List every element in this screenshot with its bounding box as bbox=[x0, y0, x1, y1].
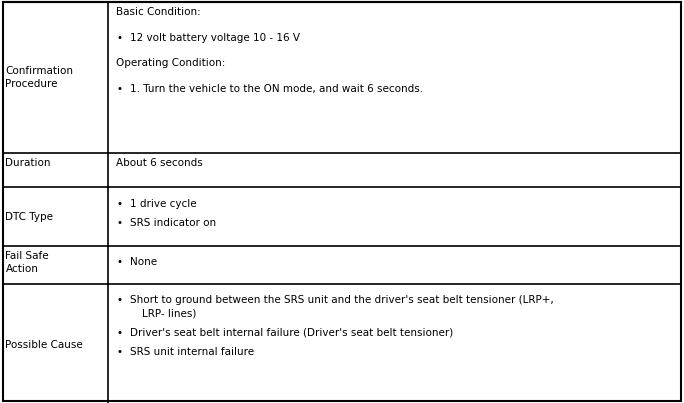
Text: •: • bbox=[116, 218, 122, 228]
Text: •: • bbox=[116, 199, 122, 209]
Text: Short to ground between the SRS unit and the driver's seat belt tensioner (LRP+,: Short to ground between the SRS unit and… bbox=[130, 295, 554, 305]
Text: Confirmation
Procedure: Confirmation Procedure bbox=[5, 66, 73, 89]
Text: Driver's seat belt internal failure (Driver's seat belt tensioner): Driver's seat belt internal failure (Dri… bbox=[130, 328, 453, 338]
Text: Operating Condition:: Operating Condition: bbox=[116, 58, 226, 69]
Text: Possible Cause: Possible Cause bbox=[5, 340, 83, 349]
Text: SRS indicator on: SRS indicator on bbox=[130, 218, 216, 228]
Text: •: • bbox=[116, 84, 122, 94]
Text: •: • bbox=[116, 347, 122, 357]
Text: •: • bbox=[116, 295, 122, 305]
Text: DTC Type: DTC Type bbox=[5, 212, 53, 222]
Text: About 6 seconds: About 6 seconds bbox=[116, 158, 203, 168]
Text: Basic Condition:: Basic Condition: bbox=[116, 7, 201, 17]
Text: 12 volt battery voltage 10 - 16 V: 12 volt battery voltage 10 - 16 V bbox=[130, 33, 300, 43]
Text: Fail Safe
Action: Fail Safe Action bbox=[5, 251, 49, 274]
Text: •: • bbox=[116, 328, 122, 338]
Text: SRS unit internal failure: SRS unit internal failure bbox=[130, 347, 254, 357]
Text: •: • bbox=[116, 33, 122, 43]
Text: •: • bbox=[116, 257, 122, 267]
Text: LRP- lines): LRP- lines) bbox=[142, 308, 196, 318]
Text: Duration: Duration bbox=[5, 158, 51, 168]
Text: None: None bbox=[130, 257, 157, 267]
Text: 1. Turn the vehicle to the ON mode, and wait 6 seconds.: 1. Turn the vehicle to the ON mode, and … bbox=[130, 84, 423, 94]
Text: 1 drive cycle: 1 drive cycle bbox=[130, 199, 196, 209]
